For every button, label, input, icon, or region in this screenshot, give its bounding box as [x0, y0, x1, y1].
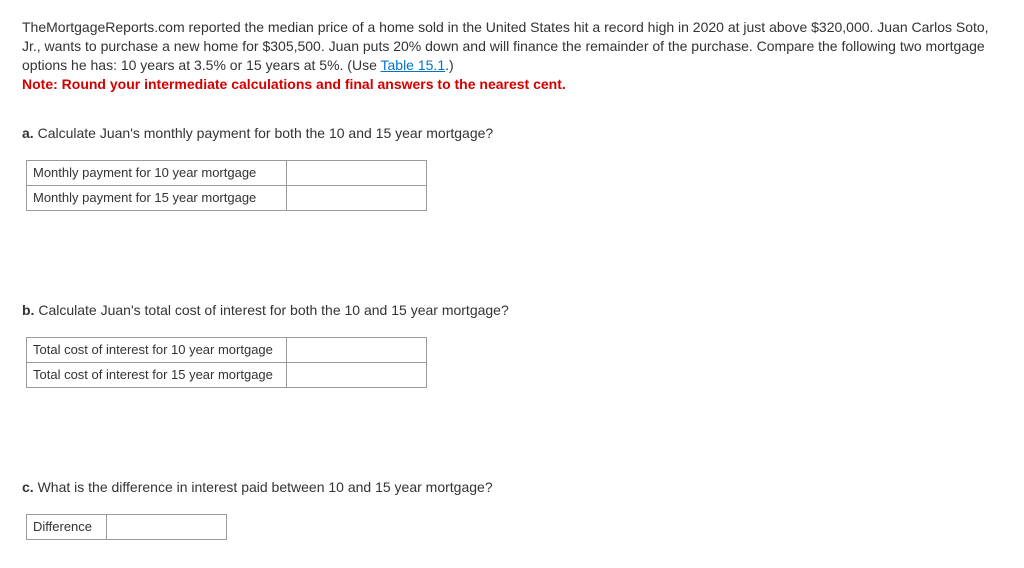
table-row: Monthly payment for 15 year mortgage: [27, 186, 427, 211]
question-a-prompt: Calculate Juan's monthly payment for bot…: [34, 125, 494, 141]
table-link[interactable]: Table 15.1: [381, 57, 446, 73]
question-b: b. Calculate Juan's total cost of intere…: [22, 301, 1002, 320]
question-a: a. Calculate Juan's monthly payment for …: [22, 124, 1002, 143]
question-b-letter: b.: [22, 302, 34, 318]
table-c: Difference: [26, 514, 227, 540]
answer-input-a1[interactable]: [287, 161, 427, 186]
rounding-note: Note: Round your intermediate calculatio…: [22, 76, 566, 92]
table-row: Total cost of interest for 15 year mortg…: [27, 362, 427, 387]
row-label: Monthly payment for 15 year mortgage: [27, 186, 287, 211]
question-c-letter: c.: [22, 479, 34, 495]
table-b: Total cost of interest for 10 year mortg…: [26, 337, 427, 387]
answer-input-b1[interactable]: [287, 338, 427, 363]
answer-input-c1[interactable]: [107, 515, 227, 540]
table-a: Monthly payment for 10 year mortgage Mon…: [26, 160, 427, 210]
intro-text-2: .): [445, 57, 454, 73]
answer-input-a2[interactable]: [287, 186, 427, 211]
row-label: Monthly payment for 10 year mortgage: [27, 161, 287, 186]
table-row: Total cost of interest for 10 year mortg…: [27, 338, 427, 363]
question-a-letter: a.: [22, 125, 34, 141]
question-c: c. What is the difference in interest pa…: [22, 478, 1002, 497]
table-row: Monthly payment for 10 year mortgage: [27, 161, 427, 186]
row-label: Total cost of interest for 15 year mortg…: [27, 362, 287, 387]
row-label: Total cost of interest for 10 year mortg…: [27, 338, 287, 363]
table-row: Difference: [27, 515, 227, 540]
answer-input-b2[interactable]: [287, 362, 427, 387]
row-label: Difference: [27, 515, 107, 540]
intro-text-1: TheMortgageReports.com reported the medi…: [22, 19, 989, 73]
question-b-prompt: Calculate Juan's total cost of interest …: [34, 302, 508, 318]
problem-intro: TheMortgageReports.com reported the medi…: [22, 18, 1002, 94]
question-c-prompt: What is the difference in interest paid …: [34, 479, 493, 495]
